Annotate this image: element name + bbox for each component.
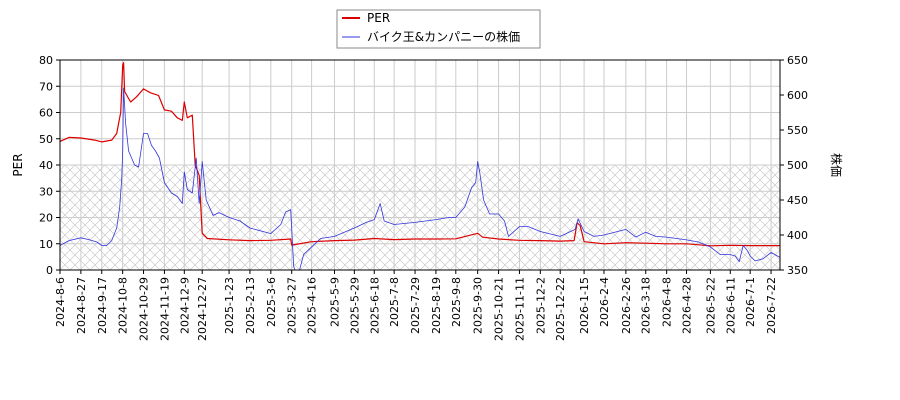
x-tick-label: 2025-11-11 — [513, 277, 526, 341]
x-tick-label: 2025-2-13 — [244, 277, 257, 334]
x-tick-label: 2025-12-22 — [554, 277, 567, 341]
y-left-tick-label: 50 — [39, 133, 53, 146]
y-left-tick-label: 80 — [39, 54, 53, 67]
y-left-tick-label: 10 — [39, 238, 53, 251]
x-tick-label: 2025-8-19 — [430, 277, 443, 334]
legend-box — [336, 9, 541, 49]
x-tick-label: 2025-4-16 — [306, 277, 319, 334]
x-tick-label: 2025-7-29 — [409, 277, 422, 334]
x-tick-label: 2024-10-29 — [138, 277, 151, 341]
y-left-tick-label: 0 — [46, 264, 53, 277]
x-tick-label: 2025-9-30 — [472, 277, 485, 334]
y-right-tick-label: 400 — [787, 229, 808, 242]
x-tick-label: 2024-12-9 — [178, 277, 191, 334]
x-tick-label: 2026-4-28 — [681, 277, 694, 334]
price-line — [60, 87, 780, 270]
y-right-tick-label: 450 — [787, 194, 808, 207]
y-axis-right-title: 株価 — [829, 153, 844, 177]
legend-label-price: バイク王&カンパニーの株価 — [367, 29, 520, 44]
x-tick-label: 2026-5-22 — [704, 277, 717, 334]
x-tick-label: 2025-7-8 — [388, 277, 401, 327]
x-tick-label: 2025-9-8 — [450, 277, 463, 327]
x-tick-label: 2025-10-21 — [493, 277, 506, 341]
y-axis-left: 0 10 20 30 40 50 60 70 80 — [39, 54, 60, 277]
y-left-tick-label: 70 — [39, 80, 53, 93]
x-tick-label: 2025-5-9 — [328, 277, 341, 327]
x-axis: 2024-8-6 2024-8-27 2024-9-17 2024-10-8 2024-… — [54, 270, 778, 341]
x-tick-label: 2025-12-2 — [534, 277, 547, 334]
y-right-tick-label: 550 — [787, 124, 808, 137]
x-tick-label: 2026-7-22 — [765, 277, 778, 334]
x-tick-label: 2025-5-29 — [348, 277, 361, 334]
x-tick-label: 2026-6-11 — [724, 277, 737, 334]
x-tick-label: 2024-8-27 — [75, 277, 88, 334]
x-tick-label: 2026-3-18 — [640, 277, 653, 334]
x-tick-label: 2024-12-27 — [196, 277, 209, 341]
y-right-tick-label: 650 — [787, 54, 808, 67]
x-tick-label: 2024-10-8 — [117, 277, 130, 334]
x-tick-label: 2024-11-19 — [158, 277, 171, 341]
x-tick-label: 2026-1-15 — [578, 277, 591, 334]
x-tick-label: 2024-9-17 — [96, 277, 109, 334]
y-left-tick-label: 40 — [39, 159, 53, 172]
per-line — [60, 62, 780, 247]
legend: PER バイク王&カンパニーの株価 — [336, 9, 541, 49]
x-tick-label: 2025-1-23 — [223, 277, 236, 334]
y-axis-right: 350 400 450 500 550 600 650 — [780, 54, 808, 277]
y-axis-left-title: PER — [11, 153, 25, 176]
y-right-tick-label: 500 — [787, 159, 808, 172]
x-tick-label: 2025-3-27 — [286, 277, 299, 334]
y-left-tick-label: 30 — [39, 185, 53, 198]
legend-label-per: PER — [367, 11, 390, 25]
x-tick-label: 2026-7-1 — [744, 277, 757, 327]
series-lines — [60, 62, 780, 270]
y-right-tick-label: 600 — [787, 89, 808, 102]
x-tick-label: 2025-3-6 — [265, 277, 278, 327]
x-tick-label: 2024-8-6 — [54, 277, 67, 327]
x-tick-label: 2026-2-26 — [620, 277, 633, 334]
x-tick-label: 2025-6-18 — [368, 277, 381, 334]
x-tick-label: 2026-4-8 — [661, 277, 674, 327]
gridlines — [59, 59, 780, 271]
x-tick-label: 2026-2-4 — [598, 277, 611, 327]
y-right-tick-label: 350 — [787, 264, 808, 277]
y-left-tick-label: 20 — [39, 212, 53, 225]
y-left-tick-label: 60 — [39, 107, 53, 120]
